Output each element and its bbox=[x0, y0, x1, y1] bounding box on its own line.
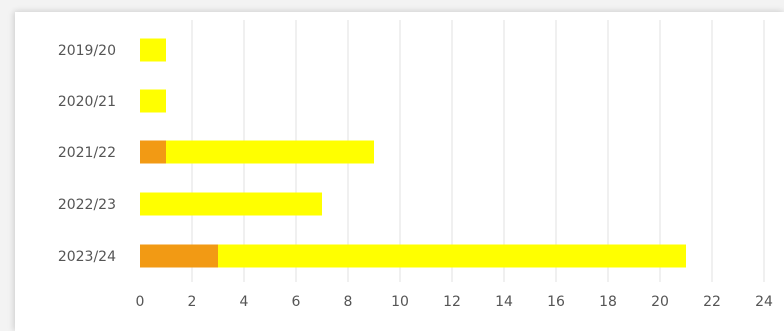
bar-2021-22-series-2[interactable] bbox=[166, 140, 374, 164]
x-tick-label: 0 bbox=[136, 294, 145, 310]
x-axis-labels: 0 2 4 6 8 10 12 14 16 18 20 22 24 bbox=[136, 294, 773, 310]
x-tick-label: 12 bbox=[443, 294, 461, 310]
bar-2023-24-series-2[interactable] bbox=[218, 244, 686, 268]
x-tick-label: 4 bbox=[240, 294, 249, 310]
bar-2019-20-series-2[interactable] bbox=[140, 38, 166, 62]
x-tick-label: 22 bbox=[703, 294, 721, 310]
bar-2021-22-series-1[interactable] bbox=[140, 140, 166, 164]
bars bbox=[140, 38, 686, 268]
x-tick-label: 8 bbox=[344, 294, 353, 310]
y-category-label: 2021/22 bbox=[58, 145, 116, 161]
bar-2022-23-series-2[interactable] bbox=[140, 192, 322, 216]
y-category-label: 2023/24 bbox=[58, 249, 116, 265]
y-axis-labels: 2019/20 2020/21 2021/22 2022/23 2023/24 bbox=[58, 43, 116, 265]
y-category-label: 2022/23 bbox=[58, 197, 116, 213]
y-category-label: 2020/21 bbox=[58, 94, 116, 110]
x-tick-label: 20 bbox=[651, 294, 669, 310]
x-tick-label: 16 bbox=[547, 294, 565, 310]
bar-2023-24-series-1[interactable] bbox=[140, 244, 218, 268]
x-tick-label: 10 bbox=[391, 294, 409, 310]
x-tick-label: 6 bbox=[292, 294, 301, 310]
x-tick-label: 14 bbox=[495, 294, 513, 310]
x-tick-label: 18 bbox=[599, 294, 617, 310]
y-category-label: 2019/20 bbox=[58, 43, 116, 59]
bar-2020-21-series-2[interactable] bbox=[140, 89, 166, 113]
x-tick-label: 24 bbox=[755, 294, 773, 310]
x-tick-label: 2 bbox=[188, 294, 197, 310]
